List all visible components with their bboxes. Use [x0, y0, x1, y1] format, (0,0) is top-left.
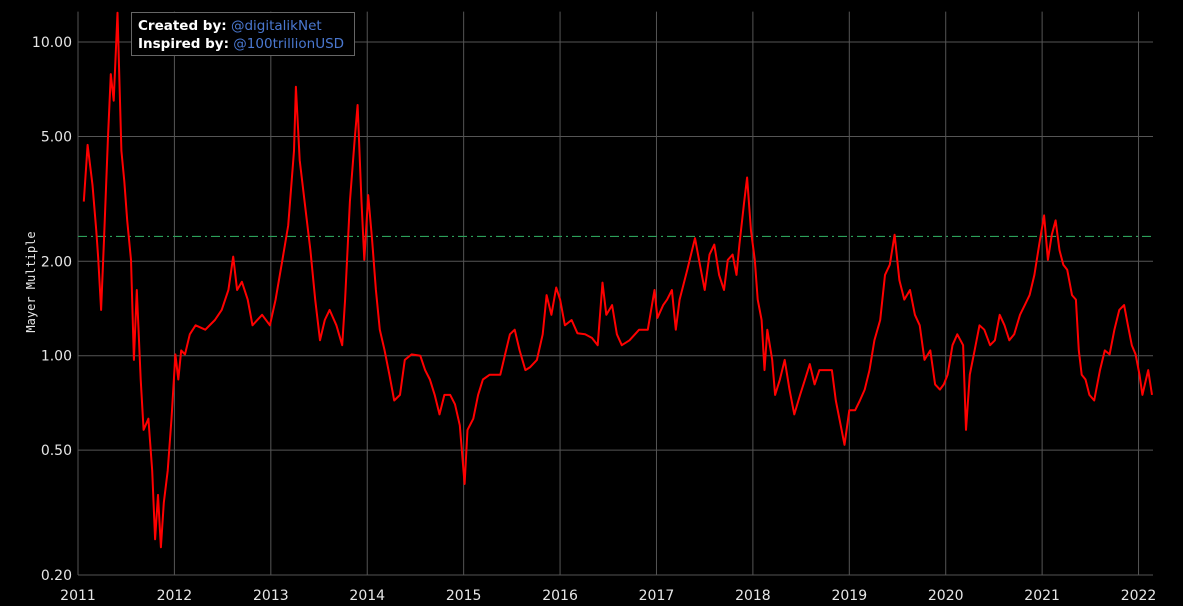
x-tick-label: 2017 — [639, 588, 675, 604]
y-tick-label: 0.20 — [41, 568, 72, 584]
x-tick-label: 2011 — [60, 588, 96, 604]
y-tick-label: 10.00 — [32, 35, 72, 51]
y-axis-label: Mayer Multiple — [24, 231, 38, 332]
x-tick-label: 2022 — [1121, 588, 1157, 604]
y-tick-label: 5.00 — [41, 129, 72, 145]
inspired-by-row: Inspired by: @100trillionUSD — [138, 35, 354, 53]
x-tick-label: 2015 — [446, 588, 482, 604]
created-by-label: Created by: — [138, 18, 227, 34]
inspired-by-label: Inspired by: — [138, 36, 229, 52]
credits-legend: Created by: @digitalikNet Inspired by: @… — [131, 12, 355, 56]
y-tick-label: 1.00 — [41, 349, 72, 365]
y-tick-label: 0.50 — [41, 443, 72, 459]
x-axis-ticks: 2011 2012 2013 2014 2015 2016 2017 2018 2019 2020… — [60, 588, 1156, 604]
created-by-row: Created by: @digitalikNet — [138, 17, 354, 35]
x-tick-label: 2019 — [831, 588, 867, 604]
grid — [77, 11, 1153, 576]
x-tick-label: 2018 — [735, 588, 771, 604]
x-tick-label: 2014 — [349, 588, 385, 604]
y-axis-ticks: 10.00 5.00 2.00 1.00 0.50 0.20 — [32, 35, 72, 584]
created-by-handle[interactable]: @digitalikNet — [230, 18, 322, 34]
y-tick-label: 2.00 — [41, 254, 72, 270]
x-tick-label: 2020 — [928, 588, 964, 604]
x-tick-label: 2013 — [253, 588, 289, 604]
x-tick-label: 2016 — [542, 588, 578, 604]
x-tick-label: 2021 — [1024, 588, 1060, 604]
series-line — [82, 11, 1153, 549]
x-tick-label: 2012 — [157, 588, 193, 604]
inspired-by-handle[interactable]: @100trillionUSD — [233, 36, 345, 52]
